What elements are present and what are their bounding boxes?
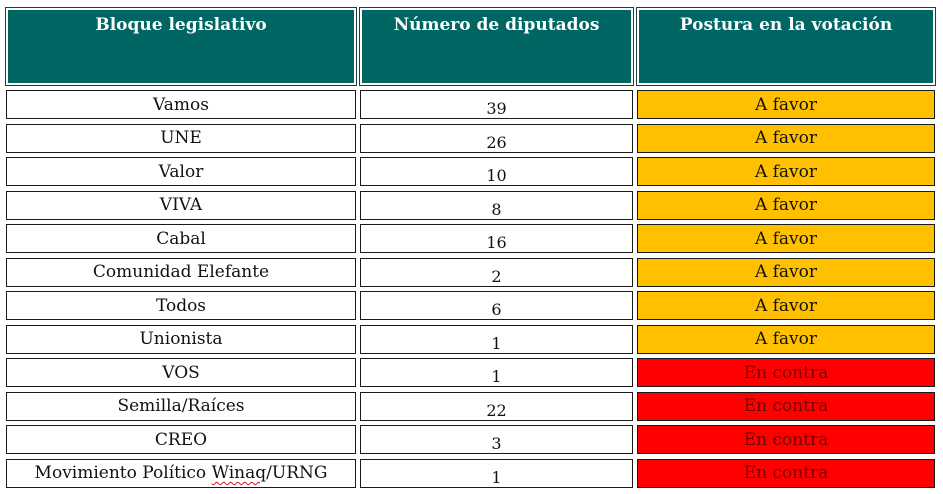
cell-bloque: Comunidad Elefante xyxy=(6,257,356,287)
cell-diputados: 10 xyxy=(360,157,633,186)
cell-bloque: VOS xyxy=(6,358,356,387)
cell-bloque: Movimiento Político Winaq/URNG xyxy=(6,458,356,488)
cell-diputados: 8 xyxy=(360,190,633,220)
bloque-label: UNE xyxy=(160,128,202,148)
bloque-label: CREO xyxy=(154,429,208,450)
cell-bloque: Cabal xyxy=(6,224,356,253)
postura-favor-badge: A favor xyxy=(637,157,935,186)
cell-diputados: 22 xyxy=(360,391,633,421)
cell-diputados: 1 xyxy=(360,324,633,354)
bloque-label: Cabal xyxy=(156,228,206,249)
header-bloque: Bloque legislativo xyxy=(5,7,357,86)
postura-contra-badge: En contra xyxy=(637,391,935,421)
cell-diputados: 16 xyxy=(360,224,633,253)
cell-bloque: VIVA xyxy=(6,190,356,220)
cell-bloque: Vamos xyxy=(6,90,356,119)
postura-contra-badge: En contra xyxy=(637,358,935,387)
cell-diputados: 1 xyxy=(360,358,633,387)
cell-bloque: Semilla/Raíces xyxy=(6,391,356,421)
postura-favor-badge: A favor xyxy=(637,90,935,119)
postura-favor-badge: A favor xyxy=(637,291,935,320)
cell-diputados: 26 xyxy=(360,123,633,153)
cell-diputados: 3 xyxy=(360,425,633,454)
postura-contra-badge: En contra xyxy=(637,425,935,454)
bloque-label: VOS xyxy=(162,362,200,383)
postura-favor-badge: A favor xyxy=(637,190,935,220)
bloque-label: Vamos xyxy=(153,94,209,115)
cell-bloque: Unionista xyxy=(6,324,356,354)
postura-favor-badge: A favor xyxy=(637,257,935,287)
cell-diputados: 6 xyxy=(360,291,633,320)
bloque-label: Semilla/Raíces xyxy=(117,396,245,416)
bloque-label: Movimiento Político Winaq/URNG xyxy=(34,463,328,483)
header-postura: Postura en la votación xyxy=(636,7,936,86)
cell-bloque: Valor xyxy=(6,157,356,186)
postura-favor-badge: A favor xyxy=(637,224,935,253)
cell-diputados: 1 xyxy=(360,458,633,488)
cell-diputados: 39 xyxy=(360,90,633,119)
bloque-label: Todos xyxy=(155,295,207,316)
bloque-label: Comunidad Elefante xyxy=(92,262,270,282)
postura-favor-badge: A favor xyxy=(637,123,935,153)
bloque-label: VIVA xyxy=(159,195,203,215)
cell-diputados: 2 xyxy=(360,257,633,287)
postura-favor-badge: A favor xyxy=(637,324,935,354)
bloque-label: Unionista xyxy=(139,329,223,349)
header-diputados: Número de diputados xyxy=(359,7,634,86)
cell-bloque: UNE xyxy=(6,123,356,153)
cell-bloque: Todos xyxy=(6,291,356,320)
postura-contra-badge: En contra xyxy=(637,458,935,488)
bloque-label: Valor xyxy=(158,161,204,182)
cell-bloque: CREO xyxy=(6,425,356,454)
